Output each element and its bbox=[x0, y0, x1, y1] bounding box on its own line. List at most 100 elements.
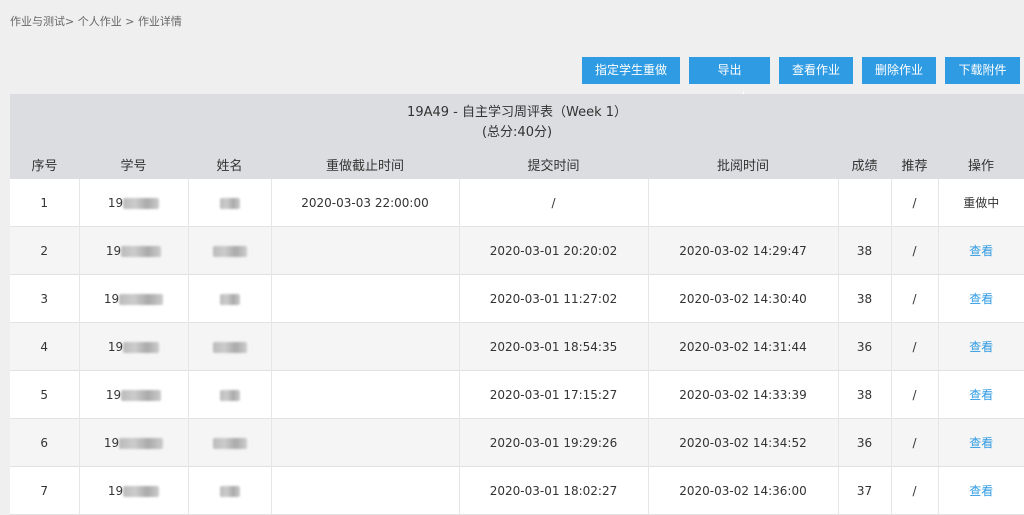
score-text: 36 bbox=[856, 435, 873, 450]
action: 查看 bbox=[937, 226, 1024, 275]
column-header-submit-time: 提交时间 bbox=[527, 158, 580, 174]
export-excel-button[interactable]: 导出excel bbox=[689, 57, 770, 104]
redo-deadline bbox=[270, 226, 459, 275]
score-text: 38 bbox=[856, 243, 873, 258]
table-row: 6 19 2020-03-01 19:29:26 2020-03-02 14:34:5… bbox=[10, 418, 1024, 467]
column-header-name: 姓名 bbox=[216, 158, 243, 174]
redacted-name bbox=[219, 389, 240, 401]
score: 37 bbox=[837, 466, 891, 515]
table-row: 1 19 2020-03-03 22:00:00 / / 重做中 bbox=[10, 179, 1024, 227]
student-id-text: 19 bbox=[103, 291, 120, 306]
recommend-text: / bbox=[912, 243, 917, 258]
redacted-name bbox=[219, 293, 240, 305]
breadcrumb: 作业与测试> 个人作业 > 作业详情 bbox=[10, 13, 182, 29]
student-id: 19 bbox=[78, 466, 188, 515]
breadcrumb-homework-detail: 作业详情 bbox=[137, 15, 182, 28]
action-text[interactable]: 查看 bbox=[969, 388, 994, 402]
review-time-text: 2020-03-02 14:31:44 bbox=[679, 339, 807, 354]
redacted-name bbox=[212, 245, 247, 257]
action: 查看 bbox=[937, 322, 1024, 371]
redo-deadline: 2020-03-03 22:00:00 bbox=[270, 179, 459, 227]
table-title: 19A49 - 自主学习周评表（Week 1） (总分:40分) bbox=[10, 94, 1024, 149]
row-number-text: 6 bbox=[40, 435, 49, 450]
recommend: / bbox=[890, 274, 938, 323]
delete-homework-button[interactable]: 删除作业 bbox=[862, 57, 936, 84]
review-time bbox=[647, 179, 838, 227]
student-name bbox=[187, 179, 271, 227]
row-number-text: 5 bbox=[40, 387, 49, 402]
column-header-recommend: 推荐 bbox=[901, 158, 928, 174]
recommend-text: / bbox=[912, 195, 917, 210]
redo-deadline bbox=[270, 274, 459, 323]
action: 查看 bbox=[937, 466, 1024, 515]
row-number: 1 bbox=[10, 179, 79, 227]
redo-deadline bbox=[270, 370, 459, 419]
row-number-text: 7 bbox=[40, 483, 49, 498]
row-number: 7 bbox=[10, 466, 79, 515]
recommend-text: / bbox=[912, 483, 917, 498]
review-time-text: 2020-03-02 14:29:47 bbox=[679, 243, 807, 258]
redacted-name bbox=[212, 437, 247, 449]
action-text[interactable]: 查看 bbox=[969, 292, 994, 306]
column-header-student-id: 学号 bbox=[120, 158, 147, 174]
review-time-text: 2020-03-02 14:30:40 bbox=[679, 291, 807, 306]
score: 38 bbox=[837, 274, 891, 323]
submit-time: 2020-03-01 18:02:27 bbox=[458, 466, 648, 515]
action-text[interactable]: 查看 bbox=[969, 484, 994, 498]
redacted-id bbox=[121, 389, 162, 401]
redacted-id bbox=[123, 341, 160, 353]
review-time-text: 2020-03-02 14:33:39 bbox=[679, 387, 807, 402]
submit-time-text: 2020-03-01 18:54:35 bbox=[489, 339, 618, 354]
review-time-text: 2020-03-02 14:34:52 bbox=[679, 435, 807, 450]
assign-redo-button[interactable]: 指定学生重做 bbox=[582, 57, 680, 84]
row-number-text: 3 bbox=[40, 291, 49, 306]
table-row: 3 19 2020-03-01 11:27:02 2020-03-02 14:30:4… bbox=[10, 274, 1024, 323]
redacted-id bbox=[119, 293, 164, 305]
score-text: 36 bbox=[856, 339, 873, 354]
homework-title: 19A49 - 自主学习周评表（Week 1） bbox=[407, 105, 627, 120]
total-score: (总分:40分) bbox=[481, 125, 553, 140]
submit-time-text: 2020-03-01 20:20:02 bbox=[489, 243, 618, 258]
redacted-id bbox=[119, 437, 164, 449]
recommend-text: / bbox=[912, 339, 917, 354]
review-time: 2020-03-02 14:33:39 bbox=[647, 370, 838, 419]
submit-time: 2020-03-01 11:27:02 bbox=[458, 274, 648, 323]
submissions-table: 19A49 - 自主学习周评表（Week 1） (总分:40分) 序号 学号 姓名 重做… bbox=[10, 94, 1024, 515]
table-row: 7 19 2020-03-01 18:02:27 2020-03-02 14:36:0… bbox=[10, 466, 1024, 515]
action-text: 重做中 bbox=[963, 196, 1000, 210]
review-time-text: 2020-03-02 14:36:00 bbox=[679, 483, 807, 498]
review-time: 2020-03-02 14:36:00 bbox=[647, 466, 838, 515]
student-id-text: 19 bbox=[103, 435, 120, 450]
download-attachment-button[interactable]: 下载附件 bbox=[945, 57, 1020, 84]
review-time: 2020-03-02 14:34:52 bbox=[647, 418, 838, 467]
student-name bbox=[187, 466, 271, 515]
review-time: 2020-03-02 14:29:47 bbox=[647, 226, 838, 275]
column-header-action: 操作 bbox=[968, 158, 995, 174]
student-id: 19 bbox=[78, 370, 188, 419]
submit-time: 2020-03-01 18:54:35 bbox=[458, 322, 648, 371]
submit-time-text: 2020-03-01 17:15:27 bbox=[489, 387, 618, 402]
action: 重做中 bbox=[937, 179, 1024, 227]
action-text[interactable]: 查看 bbox=[969, 436, 994, 450]
table-row: 5 19 2020-03-01 17:15:27 2020-03-02 14:33:3… bbox=[10, 370, 1024, 419]
student-id: 19 bbox=[78, 179, 188, 227]
submit-time-text: / bbox=[551, 195, 556, 210]
redo-deadline bbox=[270, 418, 459, 467]
breadcrumb-homework-tests[interactable]: 作业与测试> bbox=[10, 15, 75, 28]
action-text[interactable]: 查看 bbox=[969, 340, 994, 354]
table-row: 4 19 2020-03-01 18:54:35 2020-03-02 14:31:4… bbox=[10, 322, 1024, 371]
breadcrumb-personal-homework[interactable]: 个人作业 > bbox=[77, 15, 135, 28]
recommend: / bbox=[890, 466, 938, 515]
recommend: / bbox=[890, 322, 938, 371]
column-header-redo-deadline: 重做截止时间 bbox=[325, 158, 404, 174]
submit-time: 2020-03-01 19:29:26 bbox=[458, 418, 648, 467]
student-id-text: 19 bbox=[105, 387, 122, 402]
review-time: 2020-03-02 14:31:44 bbox=[647, 322, 838, 371]
redacted-name bbox=[219, 197, 240, 209]
review-time: 2020-03-02 14:30:40 bbox=[647, 274, 838, 323]
redo-deadline bbox=[270, 322, 459, 371]
toolbar: 指定学生重做 导出excel 查看作业 删除作业 下载附件 bbox=[582, 57, 1020, 104]
score-text: 37 bbox=[856, 483, 873, 498]
view-homework-button[interactable]: 查看作业 bbox=[779, 57, 853, 84]
action-text[interactable]: 查看 bbox=[969, 244, 994, 258]
